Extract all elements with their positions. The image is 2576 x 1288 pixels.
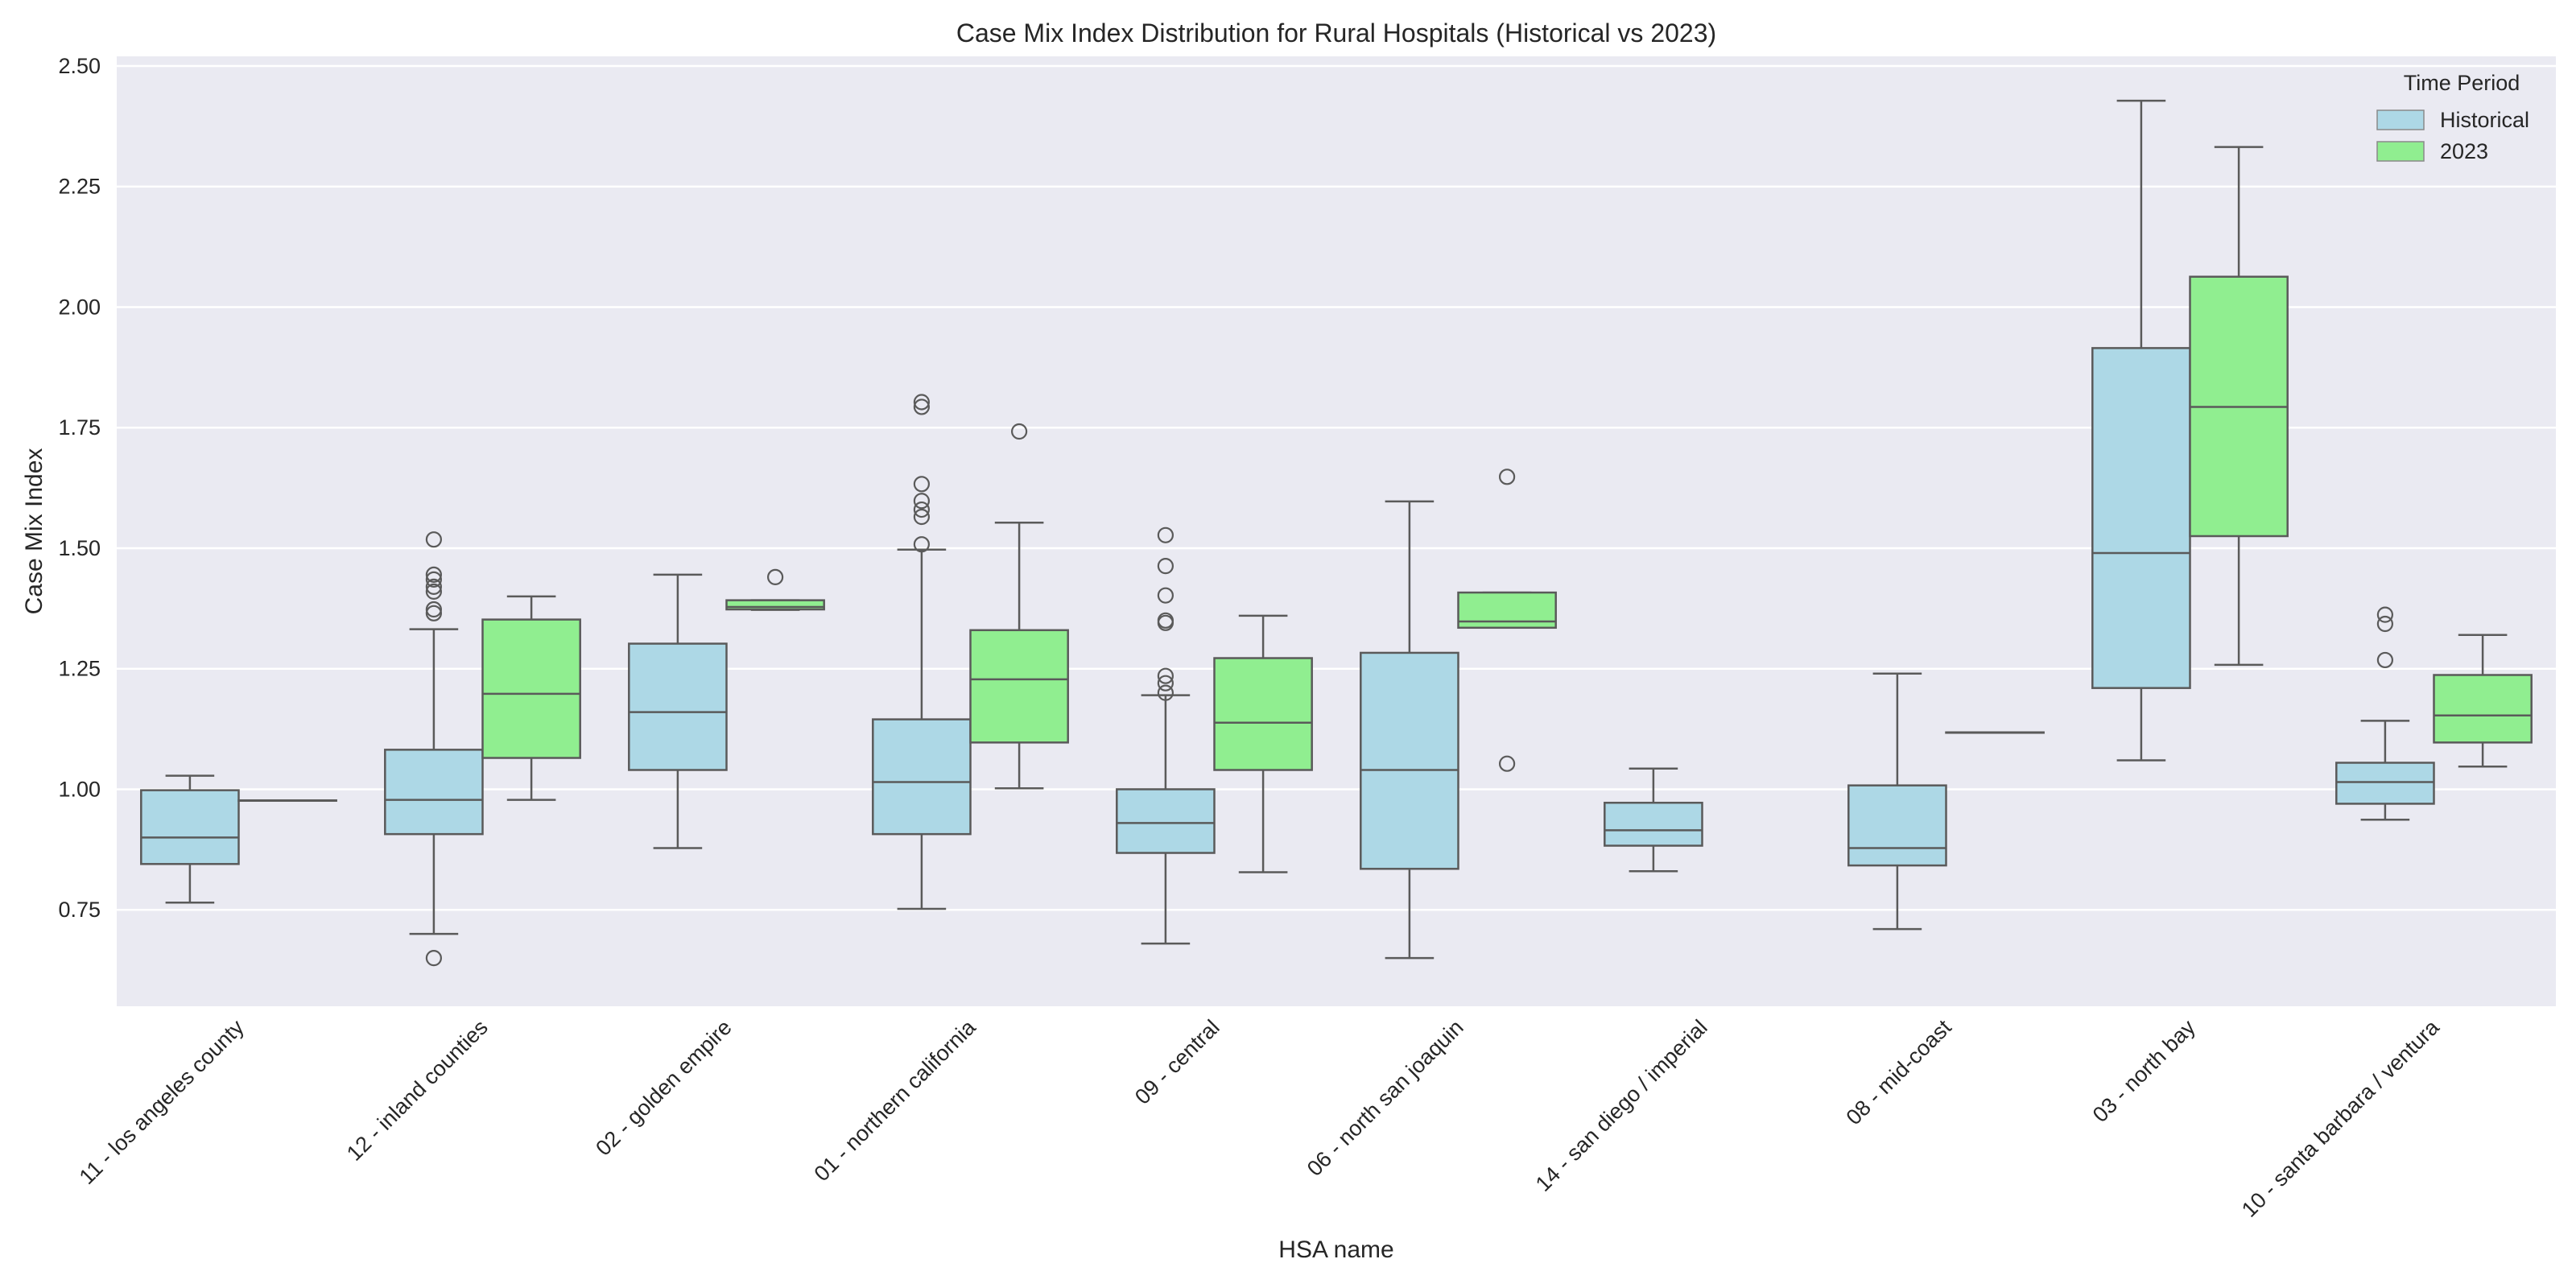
- box-iqr: [140, 789, 240, 865]
- box-iqr: [1847, 784, 1947, 867]
- box-historical-8: [2091, 99, 2191, 762]
- y-tick-label: 1.75: [58, 415, 101, 440]
- box-2023-3: [969, 423, 1069, 790]
- box-iqr: [2091, 347, 2191, 689]
- box-2023-9: [2433, 634, 2533, 768]
- outlier-point: [1157, 612, 1174, 629]
- outlier-point: [425, 601, 443, 618]
- y-tick-label: 1.00: [58, 777, 101, 801]
- box-2023-4: [1213, 614, 1313, 873]
- outlier-point: [425, 531, 443, 548]
- y-tick-label: 2.25: [58, 175, 101, 199]
- box-iqr: [1116, 788, 1216, 854]
- outlier-point: [425, 605, 443, 621]
- outlier-point: [1157, 526, 1174, 543]
- legend-title: Time Period: [2404, 71, 2520, 95]
- box-iqr: [969, 629, 1069, 744]
- outlier-point: [2376, 606, 2393, 623]
- box-2023-5: [1457, 469, 1557, 772]
- x-tick-label: 11 - los angeles county: [75, 1015, 249, 1189]
- outlier-point: [1157, 667, 1174, 684]
- box-iqr: [384, 749, 484, 836]
- outlier-point: [425, 578, 443, 595]
- y-tick-labels: 0.75 1.00 1.25 1.50 1.75 2.00 2.25 2.50: [58, 54, 101, 922]
- box-historical-5: [1360, 500, 1459, 960]
- box-2023-1: [481, 595, 581, 801]
- box-iqr: [2433, 674, 2533, 744]
- legend: Time Period Historical 2023: [2376, 71, 2529, 163]
- outlier-point: [913, 394, 931, 411]
- x-tick-label: 06 - north san joaquin: [1302, 1015, 1468, 1181]
- chart-title: Case Mix Index Distribution for Rural Ho…: [956, 19, 1716, 47]
- x-tick-label: 08 - mid-coast: [1842, 1015, 1957, 1130]
- outlier-point: [913, 501, 931, 518]
- x-tick-label: 14 - san diego / imperial: [1531, 1015, 1712, 1196]
- box-iqr: [1213, 657, 1313, 771]
- outlier-point: [1498, 469, 1516, 485]
- outlier-point: [913, 536, 931, 553]
- box-plots: [140, 99, 2533, 967]
- outlier-point: [1157, 587, 1174, 604]
- legend-label: Historical: [2440, 108, 2529, 132]
- box-historical-2: [628, 573, 728, 849]
- box-iqr: [628, 642, 728, 771]
- box-historical-9: [2335, 606, 2435, 821]
- outlier-point: [913, 493, 931, 510]
- box-2023-2: [725, 568, 825, 611]
- legend-label: 2023: [2440, 139, 2488, 163]
- y-tick-label: 1.50: [58, 536, 101, 560]
- box-iqr: [1604, 801, 1703, 847]
- x-tick-label: 02 - golden empire: [591, 1015, 736, 1160]
- x-tick-labels: 11 - los angeles county 12 - inland count…: [75, 1014, 2445, 1222]
- outlier-point: [1157, 558, 1174, 575]
- outlier-point: [425, 571, 443, 588]
- legend-swatch: [2376, 141, 2425, 162]
- legend-swatch: [2376, 109, 2425, 130]
- y-tick-label: 2.50: [58, 54, 101, 78]
- box-iqr: [2335, 762, 2435, 805]
- outlier-point: [1498, 755, 1516, 772]
- x-tick-label: 10 - santa barbara / ventura: [2237, 1014, 2445, 1222]
- box-iqr: [481, 618, 581, 759]
- outlier-point: [425, 583, 443, 600]
- box-iqr: [725, 599, 825, 611]
- outlier-point: [766, 568, 784, 586]
- box-2023-0: [237, 799, 337, 802]
- outlier-point: [1157, 684, 1174, 701]
- outlier-point: [1010, 423, 1028, 440]
- x-tick-label: 01 - northern california: [810, 1014, 981, 1186]
- outlier-point: [913, 476, 931, 493]
- box-iqr: [1360, 651, 1459, 870]
- outlier-point: [913, 508, 931, 526]
- box-historical-1: [384, 531, 484, 967]
- y-tick-label: 1.25: [58, 657, 101, 681]
- box-historical-6: [1604, 767, 1703, 873]
- box-2023-8: [2189, 146, 2289, 667]
- box-historical-0: [140, 774, 240, 904]
- box-historical-4: [1116, 526, 1216, 945]
- y-tick-label: 0.75: [58, 898, 101, 922]
- outlier-point: [2376, 615, 2393, 633]
- outlier-point: [425, 566, 443, 584]
- y-tick-label: 2.00: [58, 295, 101, 319]
- y-axis-label: Case Mix Index: [21, 448, 47, 615]
- box-iqr: [872, 718, 972, 836]
- x-tick-label: 03 - north bay: [2088, 1015, 2200, 1127]
- box-historical-7: [1847, 672, 1947, 931]
- outlier-point: [1157, 675, 1174, 691]
- box-historical-3: [872, 394, 972, 910]
- x-tick-label: 12 - inland counties: [342, 1015, 493, 1166]
- outlier-point: [425, 950, 443, 967]
- x-axis-label: HSA name: [1278, 1236, 1393, 1263]
- x-tick-label: 09 - central: [1130, 1015, 1224, 1109]
- outlier-point: [2376, 651, 2393, 669]
- outlier-point: [913, 398, 931, 415]
